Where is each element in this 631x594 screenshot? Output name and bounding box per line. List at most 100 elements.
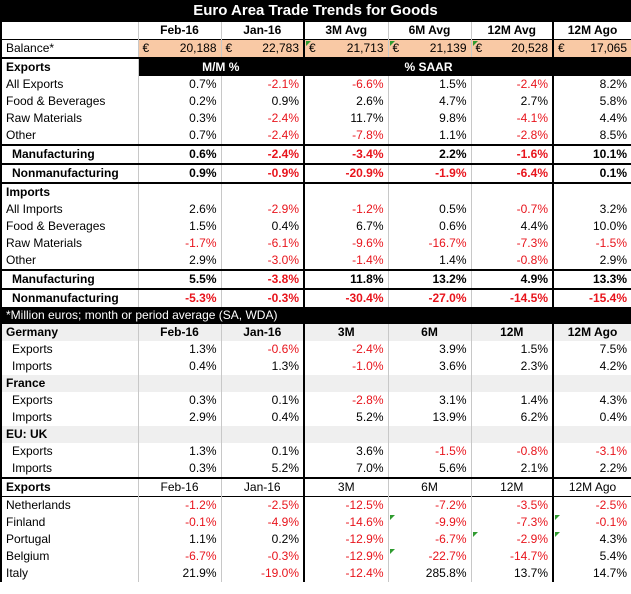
exports-section-header: Exports M/M %% SAAR: [0, 57, 631, 76]
column-header: Jan-16: [220, 22, 304, 40]
empty-cell: [220, 426, 304, 443]
balance-cell: €17,065: [552, 39, 631, 58]
value-cell: -6.7%: [137, 548, 221, 565]
value-cell: 0.6%: [387, 218, 471, 235]
value-cell: 13.7%: [470, 565, 553, 582]
value-cell: 0.2%: [137, 93, 221, 110]
saar-header-spacer: [552, 57, 631, 76]
section-label: Imports: [0, 182, 138, 201]
value-cell: 8.2%: [552, 76, 631, 93]
row-label: Food & Beverages: [0, 93, 138, 110]
header-blank: [0, 22, 138, 40]
value-cell: -20.9%: [303, 163, 388, 183]
value-cell: 0.9%: [137, 163, 221, 183]
value-cell: 1.3%: [220, 358, 304, 375]
value-cell: -9.6%: [303, 235, 388, 252]
value-cell: -0.6%: [220, 341, 304, 358]
balance-cell: €20,188: [137, 39, 221, 58]
value-cell: 0.3%: [137, 392, 221, 409]
data-row: Other 0.7% -2.4% -7.8% 1.1% -2.8% 8.5%: [0, 127, 631, 145]
empty-cell: [470, 426, 553, 443]
row-label: Portugal: [0, 531, 138, 548]
value-cell: 0.1%: [220, 392, 304, 409]
value-cell: -1.0%: [303, 358, 388, 375]
value-cell: -2.4%: [470, 76, 553, 93]
balance-cell: €21,713: [303, 39, 388, 58]
mm-header: M/M %: [137, 57, 304, 76]
value-cell: -7.3%: [470, 514, 553, 531]
uk-header: EU: UK: [0, 426, 631, 443]
row-label: Manufacturing: [0, 269, 138, 289]
value-cell: 0.1%: [552, 163, 631, 183]
data-row: Portugal 1.1% 0.2% -12.9% -6.7% -2.9% 4.3%: [0, 531, 631, 548]
column-header: 12M Ago: [552, 22, 631, 40]
data-row: Manufacturing 0.6% -2.4% -3.4% 2.2% -1.6% 10.1…: [0, 144, 631, 164]
data-row: Imports 2.9% 0.4% 5.2% 13.9% 6.2% 0.4%: [0, 409, 631, 426]
value-cell: -2.9%: [220, 201, 304, 218]
data-row: Manufacturing 5.5% -3.8% 11.8% 13.2% 4.9% 13.3…: [0, 269, 631, 289]
row-label: Nonmanufacturing: [0, 288, 138, 307]
value-cell: 2.7%: [470, 93, 553, 110]
balance-cell: €20,528: [470, 39, 553, 58]
empty-cell: [137, 182, 221, 201]
column-header: Feb-16: [137, 324, 221, 341]
value-cell: 10.1%: [552, 144, 631, 164]
value-cell: 5.2%: [303, 409, 388, 426]
column-header: 3M: [303, 324, 388, 341]
empty-cell: [552, 426, 631, 443]
column-header: Jan-16: [220, 324, 304, 341]
france-header: France: [0, 375, 631, 392]
value-cell: -15.4%: [552, 288, 631, 307]
data-row: All Imports 2.6% -2.9% -1.2% 0.5% -0.7% 3.2%: [0, 201, 631, 218]
empty-cell: [470, 182, 553, 201]
value-cell: -0.1%: [137, 514, 221, 531]
column-header: Feb-16: [137, 22, 221, 40]
value-cell: -12.9%: [303, 531, 388, 548]
value-cell: 0.3%: [137, 460, 221, 478]
value-cell: -2.9%: [470, 531, 553, 548]
value-cell: -1.7%: [137, 235, 221, 252]
value-cell: -0.8%: [470, 443, 553, 460]
data-row: Other 2.9% -3.0% -1.4% 1.4% -0.8% 2.9%: [0, 252, 631, 270]
value-cell: -27.0%: [387, 288, 471, 307]
value-cell: 14.7%: [552, 565, 631, 582]
empty-cell: [470, 375, 553, 392]
value-cell: 4.2%: [552, 358, 631, 375]
table-title: Euro Area Trade Trends for Goods: [0, 0, 631, 22]
row-label: Exports: [0, 443, 138, 460]
country-exports-header: Exports Feb-16 Jan-16 3M 6M 12M 12M Ago: [0, 477, 631, 497]
value-cell: -3.8%: [220, 269, 304, 289]
empty-cell: [552, 182, 631, 201]
value-cell: -6.4%: [470, 163, 553, 183]
value-cell: -4.1%: [470, 110, 553, 127]
value-cell: 1.3%: [137, 341, 221, 358]
value-cell: -2.4%: [220, 127, 304, 145]
section-label: Germany: [0, 324, 138, 341]
row-label: Belgium: [0, 548, 138, 565]
value-cell: -2.8%: [303, 392, 388, 409]
column-header: 3M: [303, 477, 388, 497]
empty-cell: [303, 182, 388, 201]
currency-symbol: €: [309, 41, 316, 55]
value-cell: -30.4%: [303, 288, 388, 307]
value-cell: -2.1%: [220, 76, 304, 93]
value-cell: -5.3%: [137, 288, 221, 307]
value-cell: 0.4%: [220, 218, 304, 235]
data-row: Belgium -6.7% -0.3% -12.9% -22.7% -14.7% 5.4%: [0, 548, 631, 565]
value-cell: 0.2%: [220, 531, 304, 548]
empty-cell: [303, 426, 388, 443]
row-label: Balance*: [0, 39, 138, 58]
value-cell: -14.5%: [470, 288, 553, 307]
value-cell: 285.8%: [387, 565, 471, 582]
footnote-row: *Million euros; month or period average …: [0, 307, 631, 324]
value-cell: 0.5%: [387, 201, 471, 218]
value-cell: 0.4%: [552, 409, 631, 426]
value-cell: -22.7%: [387, 548, 471, 565]
value-cell: 4.4%: [470, 218, 553, 235]
empty-cell: [220, 182, 304, 201]
value-cell: 0.7%: [137, 127, 221, 145]
column-header: 6M Avg: [387, 22, 471, 40]
value-cell: -12.4%: [303, 565, 388, 582]
value-cell: -1.2%: [303, 201, 388, 218]
